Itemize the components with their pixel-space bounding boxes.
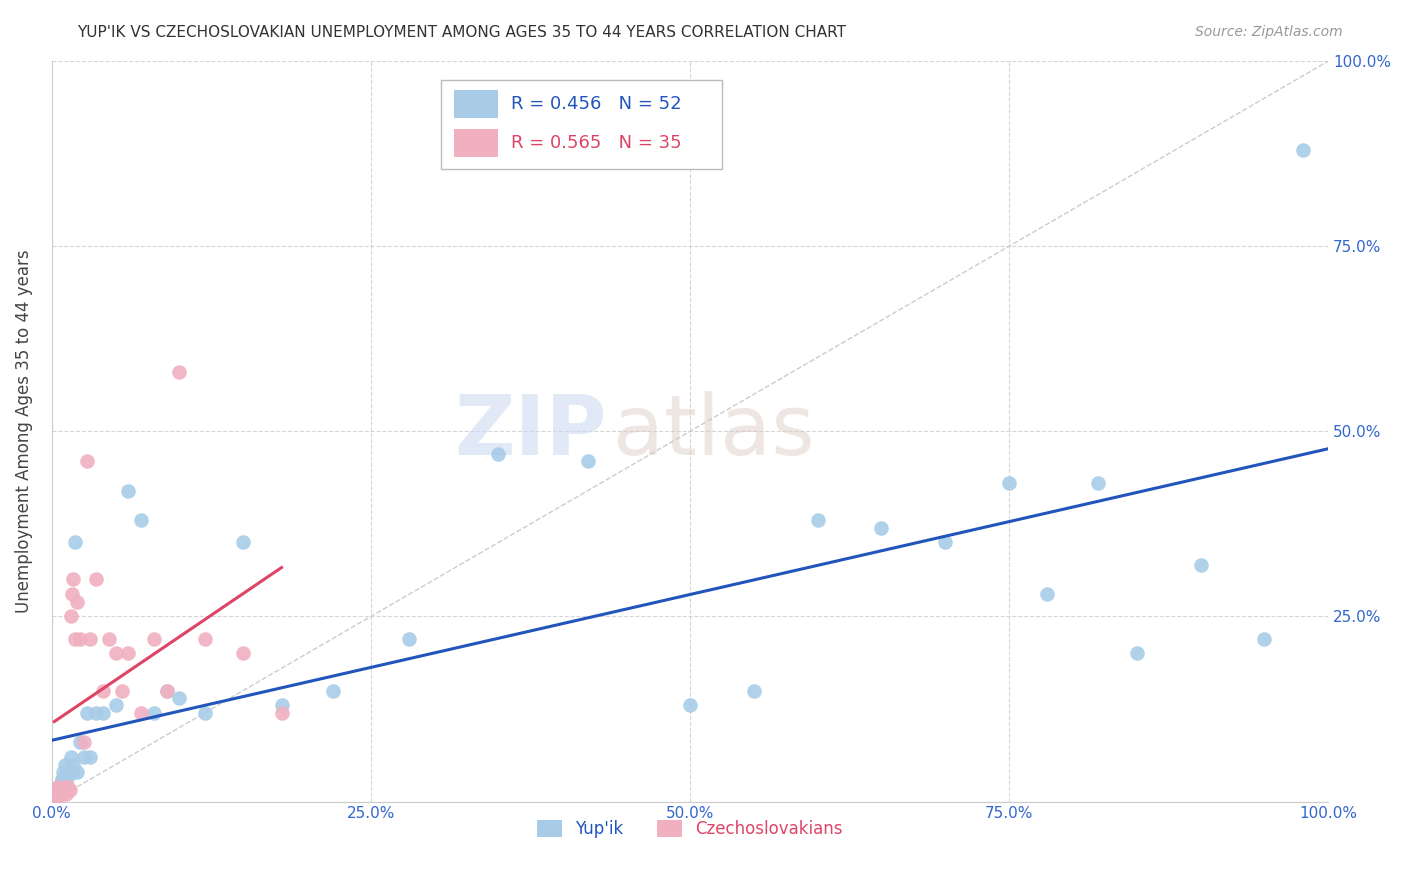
Point [76,454,98,468]
Point [194,706,217,720]
Point [49,776,72,790]
Point [398,632,420,646]
Point [56,783,79,797]
Point [1291,143,1313,157]
Point [55,780,77,794]
Point [53,772,76,787]
Point [91,706,114,720]
Point [48,780,70,794]
Point [91,683,114,698]
Bar [454,128,499,157]
Point [98,632,121,646]
Point [142,706,165,720]
Point [1036,587,1059,601]
Point [322,683,344,698]
Point [46,787,69,801]
Point [53,780,76,794]
Point [194,632,217,646]
Point [60,764,83,779]
Point [142,632,165,646]
Point [51,780,73,794]
Point [73,735,96,749]
Point [1189,558,1212,572]
Point [63,535,86,549]
Point [870,520,893,534]
FancyBboxPatch shape [441,79,721,169]
Point [52,783,75,797]
Point [86,706,108,720]
Point [58,769,80,783]
Bar [454,90,499,118]
Point [52,764,75,779]
Point [45,790,67,805]
Point [111,683,134,698]
Point [998,476,1021,491]
Point [44,787,66,801]
Point [169,690,191,705]
Text: YUP'IK VS CZECHOSLOVAKIAN UNEMPLOYMENT AMONG AGES 35 TO 44 YEARS CORRELATION CHA: YUP'IK VS CZECHOSLOVAKIAN UNEMPLOYMENT A… [77,25,846,40]
Point [1125,647,1147,661]
Point [59,750,82,764]
Point [49,783,72,797]
Point [60,587,83,601]
Point [156,683,179,698]
Point [46,780,69,794]
Point [488,446,510,460]
Point [45,790,67,805]
Point [62,573,84,587]
Point [51,772,73,787]
Legend: Yup'ik, Czechoslovakians: Yup'ik, Czechoslovakians [530,814,849,845]
Point [44,790,66,805]
Point [53,757,76,772]
Y-axis label: Unemployment Among Ages 35 to 44 years: Unemployment Among Ages 35 to 44 years [15,250,32,613]
Point [59,609,82,624]
Point [1087,476,1109,491]
Text: ZIP: ZIP [454,391,607,472]
Point [934,535,956,549]
Point [62,757,84,772]
Point [104,647,127,661]
Point [117,483,139,498]
Point [232,535,254,549]
Point [129,513,152,527]
Point [45,783,67,797]
Point [576,454,599,468]
Point [86,573,108,587]
Point [169,365,191,379]
Point [806,513,828,527]
Point [66,764,89,779]
Point [46,780,69,794]
Point [55,787,77,801]
Point [56,764,79,779]
Point [45,787,67,801]
Point [51,787,73,801]
Point [232,647,254,661]
Point [79,750,101,764]
Point [1253,632,1275,646]
Point [742,683,765,698]
Point [49,783,72,797]
Text: Source: ZipAtlas.com: Source: ZipAtlas.com [1195,25,1343,39]
Point [69,735,91,749]
Point [104,698,127,713]
Point [117,647,139,661]
Point [76,706,98,720]
Point [63,632,86,646]
Text: R = 0.565   N = 35: R = 0.565 N = 35 [512,134,682,152]
Point [679,698,702,713]
Point [69,632,91,646]
Text: atlas: atlas [613,391,815,472]
Point [270,706,292,720]
Point [48,787,70,801]
Point [59,783,82,797]
Point [79,632,101,646]
Point [58,780,80,794]
Point [66,595,89,609]
Point [270,698,292,713]
Text: R = 0.456   N = 52: R = 0.456 N = 52 [512,95,682,113]
Point [156,683,179,698]
Point [129,706,152,720]
Point [73,750,96,764]
